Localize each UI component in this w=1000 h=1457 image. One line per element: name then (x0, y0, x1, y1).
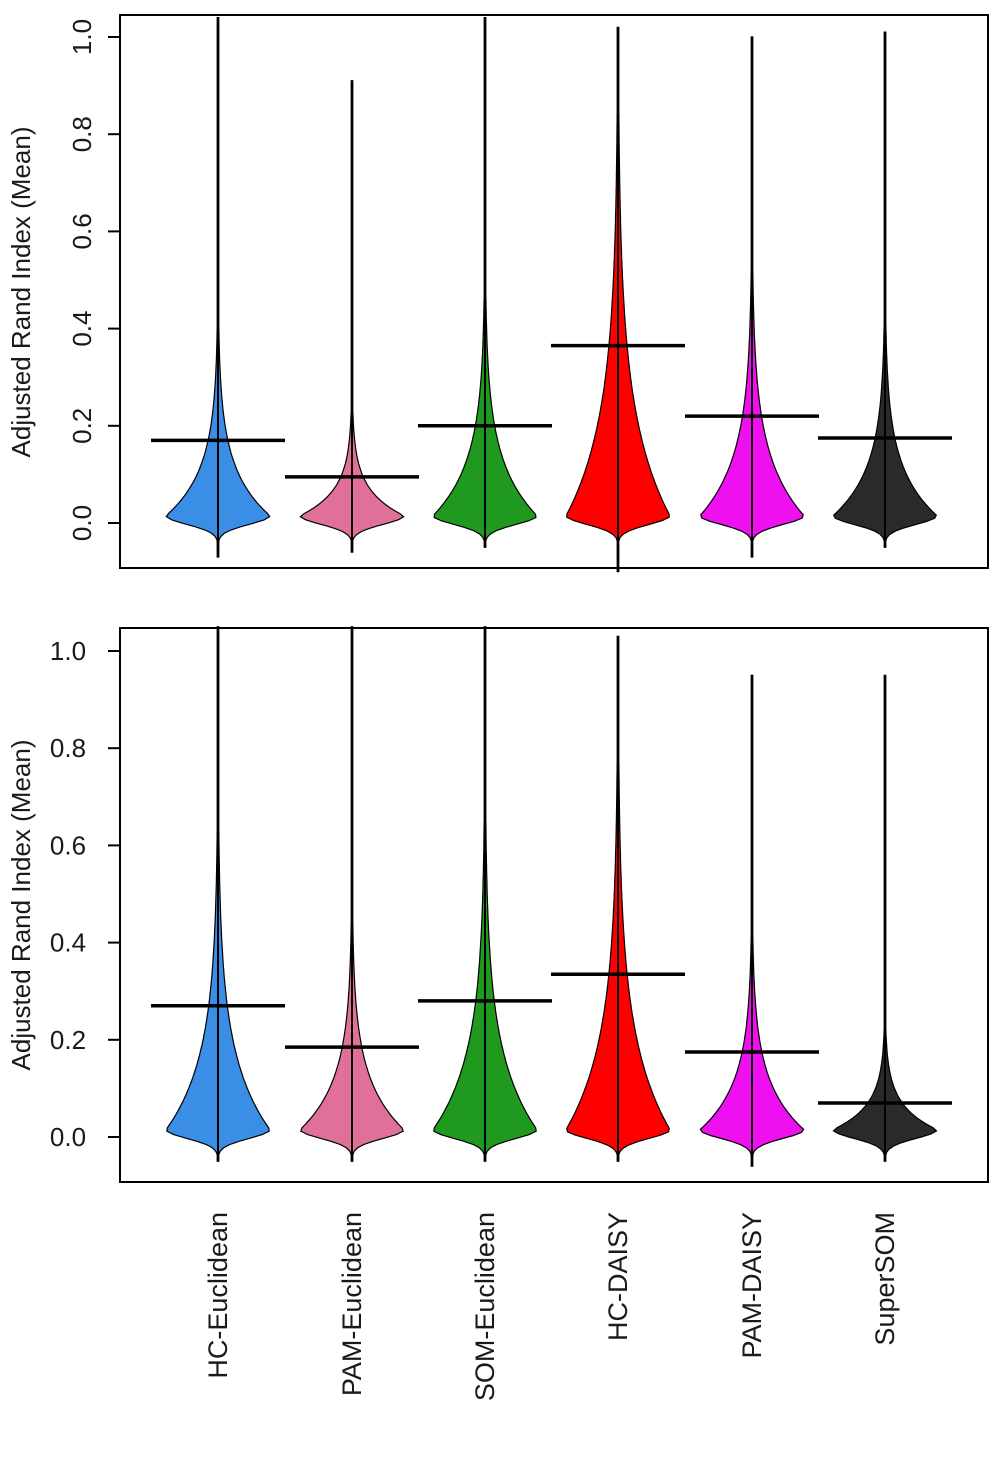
y-tick-label: 0.2 (67, 408, 97, 444)
bottom-panel: Adjusted Rand Index (Mean) 0.00.20.40.60… (6, 626, 989, 1401)
violin-pam-daisy (685, 36, 819, 558)
x-tick-label: PAM-DAISY (737, 1212, 767, 1359)
violin-hc-daisy (551, 635, 685, 1162)
top-violins (151, 17, 952, 573)
top-panel: Adjusted Rand Index (Mean) 0.00.20.40.60… (6, 14, 989, 573)
bottom-plot-frame (119, 627, 989, 1183)
y-tick-label: 0.6 (50, 830, 86, 860)
violin-pam-euclidean (285, 626, 419, 1162)
y-tick-label: 0.8 (67, 116, 97, 152)
y-tick-label: 0.6 (67, 213, 97, 249)
x-tick-label: HC-DAISY (603, 1212, 633, 1341)
violin-pam-daisy (685, 674, 819, 1167)
violin-som-euclidean (418, 626, 552, 1162)
x-tick-label: SuperSOM (870, 1212, 900, 1346)
y-tick-label: 0.4 (67, 311, 97, 347)
y-tick-label: 0.2 (50, 1025, 86, 1055)
x-tick-label: HC-Euclidean (203, 1212, 233, 1379)
bottom-y-axis: 0.0 0.2 0.4 0.6 0.8 1.0 (50, 636, 120, 1152)
violin-supersom (818, 674, 952, 1162)
violin-hc-euclidean (151, 17, 285, 558)
y-tick-label: 0.0 (50, 1122, 86, 1152)
y-tick-label: 0.4 (50, 928, 86, 958)
y-tick-label: 0.0 (67, 505, 97, 541)
violin-hc-euclidean (151, 626, 285, 1162)
violin-som-euclidean (418, 17, 552, 548)
violin-supersom (818, 31, 952, 548)
violin-pam-euclidean (285, 80, 419, 553)
violin-hc-daisy (551, 26, 685, 573)
bottom-violins (151, 626, 952, 1167)
y-tick-label: 0.8 (50, 733, 86, 763)
top-plot-frame (119, 14, 989, 569)
x-axis-category-labels: HC-Euclidean PAM-Euclidean SOM-Euclidean HC… (203, 1212, 900, 1401)
x-tick-label: SOM-Euclidean (470, 1212, 500, 1401)
y-tick-label: 1.0 (67, 19, 97, 55)
y-tick-label: 1.0 (50, 636, 86, 666)
top-y-axis: 0.0 0.2 0.4 0.6 0.8 1.0 (67, 19, 120, 541)
top-y-axis-label: Adjusted Rand Index (Mean) (6, 127, 36, 458)
bottom-y-axis-label: Adjusted Rand Index (Mean) (6, 740, 36, 1071)
x-tick-label: PAM-Euclidean (337, 1212, 367, 1396)
